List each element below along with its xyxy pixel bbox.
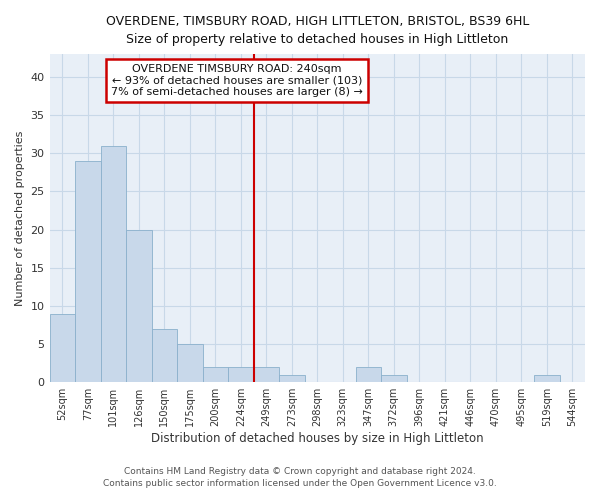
Y-axis label: Number of detached properties: Number of detached properties: [15, 130, 25, 306]
Bar: [534, 374, 560, 382]
Bar: [356, 367, 381, 382]
Bar: [126, 230, 152, 382]
Bar: [177, 344, 203, 382]
Bar: [254, 367, 279, 382]
Title: OVERDENE, TIMSBURY ROAD, HIGH LITTLETON, BRISTOL, BS39 6HL
Size of property rela: OVERDENE, TIMSBURY ROAD, HIGH LITTLETON,…: [106, 15, 529, 46]
Bar: [152, 329, 177, 382]
Bar: [50, 314, 75, 382]
Bar: [203, 367, 228, 382]
Text: Contains HM Land Registry data © Crown copyright and database right 2024.
Contai: Contains HM Land Registry data © Crown c…: [103, 466, 497, 487]
Bar: [381, 374, 407, 382]
Bar: [101, 146, 126, 382]
Bar: [228, 367, 254, 382]
X-axis label: Distribution of detached houses by size in High Littleton: Distribution of detached houses by size …: [151, 432, 484, 445]
Text: OVERDENE TIMSBURY ROAD: 240sqm
← 93% of detached houses are smaller (103)
7% of : OVERDENE TIMSBURY ROAD: 240sqm ← 93% of …: [111, 64, 363, 97]
Bar: [75, 161, 101, 382]
Bar: [279, 374, 305, 382]
